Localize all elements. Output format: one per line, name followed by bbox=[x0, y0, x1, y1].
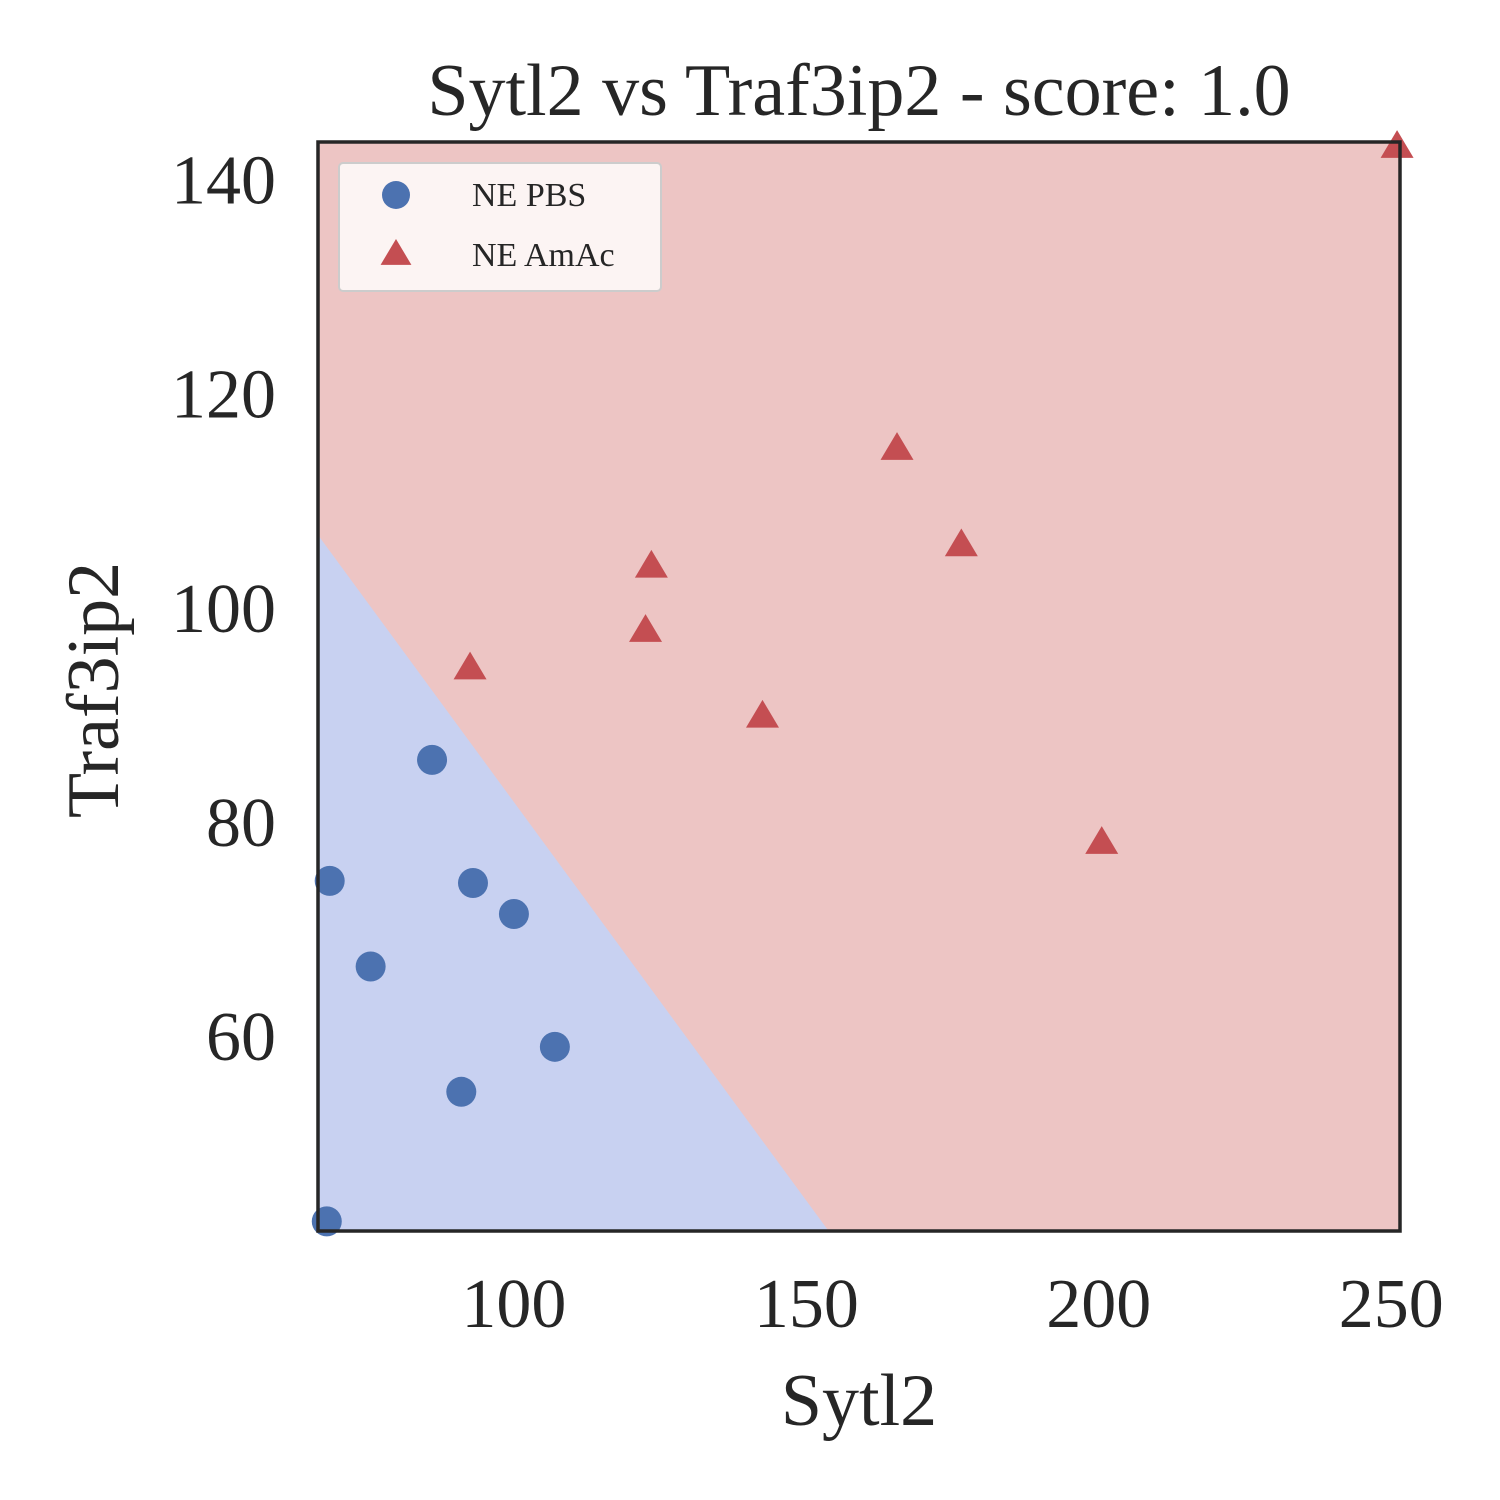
data-point-ne-amac bbox=[453, 651, 487, 680]
data-point-ne-pbs bbox=[417, 744, 448, 775]
legend-label-ne-amac: NE AmAc bbox=[472, 237, 615, 274]
data-point-ne-pbs bbox=[539, 1031, 570, 1062]
data-point-ne-pbs bbox=[498, 899, 529, 930]
data-point-ne-pbs bbox=[457, 867, 488, 898]
data-point-ne-pbs bbox=[314, 865, 345, 896]
legend-marker-ne-amac bbox=[380, 238, 412, 265]
data-point-ne-amac bbox=[1085, 826, 1119, 854]
y-tick-label: 140 bbox=[171, 142, 276, 219]
region-ne-pbs bbox=[318, 534, 829, 1231]
plot-frame bbox=[316, 140, 1402, 1233]
data-point-ne-pbs bbox=[446, 1076, 477, 1107]
y-tick-label: 80 bbox=[206, 785, 276, 862]
data-point-ne-amac bbox=[944, 528, 978, 557]
y-tick-label: 120 bbox=[171, 357, 276, 434]
legend-label-ne-pbs: NE PBS bbox=[472, 177, 586, 214]
data-point-ne-pbs bbox=[355, 951, 386, 982]
x-tick-label: 200 bbox=[1046, 1266, 1151, 1343]
x-tick-label: 100 bbox=[461, 1266, 566, 1343]
x-tick-label: 150 bbox=[754, 1266, 859, 1343]
y-axis-label: Traf3ip2 bbox=[53, 562, 135, 818]
x-tick-label: 250 bbox=[1339, 1266, 1444, 1343]
legend: NE PBS NE AmAc bbox=[338, 162, 662, 292]
legend-marker-ne-pbs bbox=[382, 181, 410, 209]
data-point-ne-amac bbox=[880, 432, 914, 460]
data-point-ne-amac bbox=[745, 699, 779, 728]
chart-title: Sytl2 vs Traf3ip2 - score: 1.0 bbox=[427, 50, 1290, 132]
y-tick-label: 60 bbox=[206, 999, 276, 1076]
data-point-ne-amac bbox=[634, 549, 668, 578]
plot-area bbox=[311, 130, 1414, 1237]
x-axis-label: Sytl2 bbox=[781, 1360, 937, 1442]
legend-box bbox=[338, 162, 662, 292]
data-point-ne-amac bbox=[1380, 130, 1414, 158]
data-point-ne-amac bbox=[629, 614, 663, 642]
y-tick-label: 100 bbox=[171, 571, 276, 648]
